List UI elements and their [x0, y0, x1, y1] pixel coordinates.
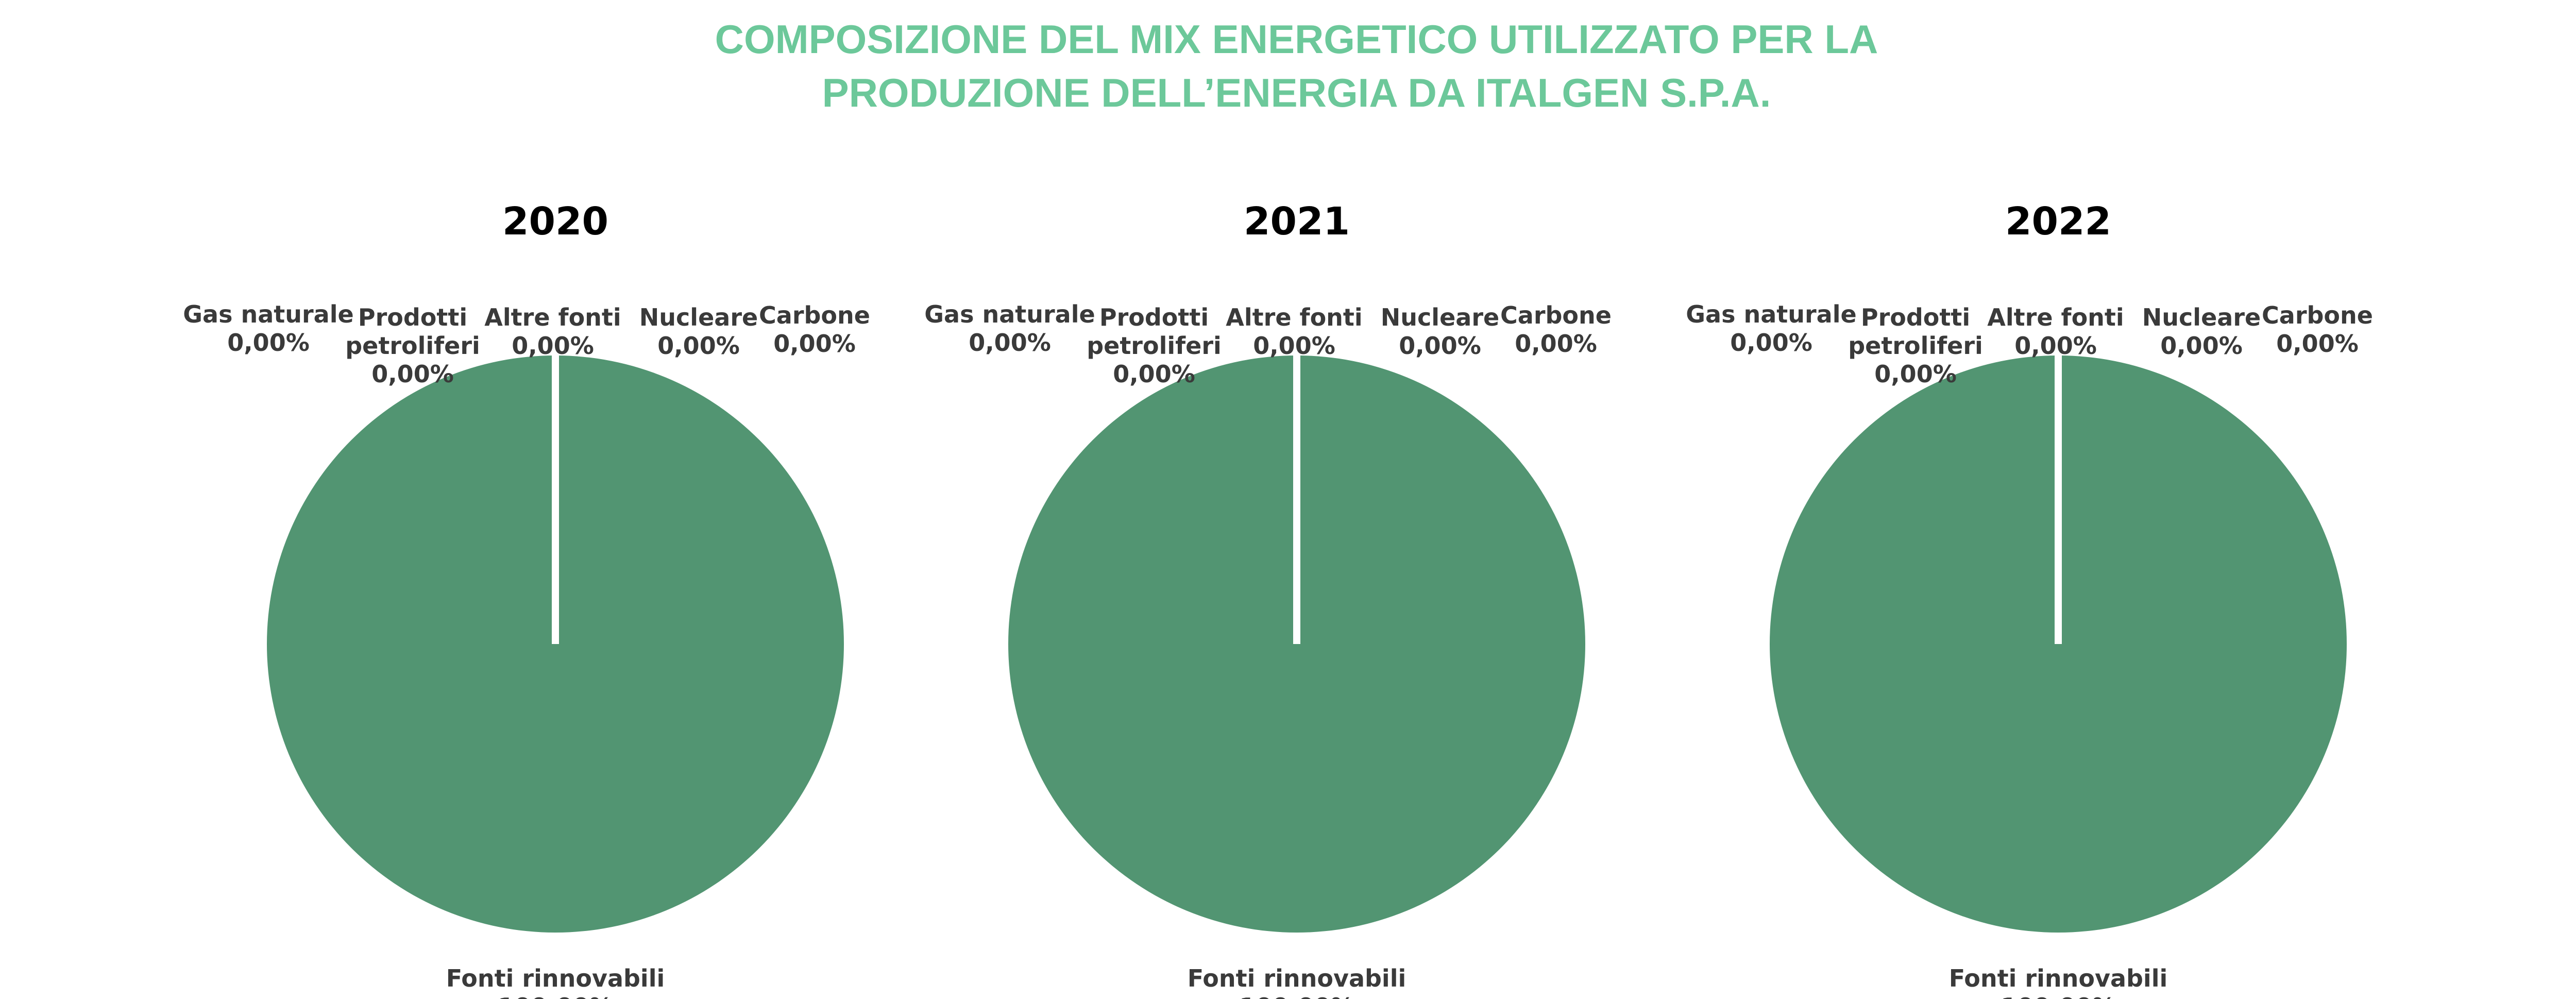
slice-category-label: Altre fonti	[1226, 303, 1362, 331]
pie-title: 2021	[1244, 199, 1350, 244]
slice-category-label: Gas naturale	[183, 300, 353, 328]
slice-category-label: Fonti rinnovabili	[446, 964, 665, 992]
pie-title: 2022	[2005, 199, 2111, 244]
slice-value-label: 0,00%	[1730, 329, 1812, 357]
slice-category-label: Nucleare	[1381, 303, 1499, 331]
slice-label-carbone: Carbone 0,00%	[2262, 301, 2373, 358]
slice-label-altre-fonti: Altre fonti 0,00%	[484, 303, 621, 360]
slice-value-label: 0,00%	[969, 329, 1051, 357]
slice-label-fonti-rinnovabili: Fonti rinnovabili100,00%	[446, 964, 665, 999]
slice-value-label: 0,00%	[2014, 332, 2097, 360]
slice-label-prodotti-petroliferi: Prodotti petroliferi 0,00%	[1087, 303, 1222, 388]
slice-category-label: Altre fonti	[1987, 303, 2124, 331]
slice-value-label: 0,00%	[657, 332, 740, 360]
slice-value-label: 0,00%	[1874, 360, 1957, 388]
slice-category-label: Gas naturale	[1686, 300, 1856, 328]
slice-category-label: Altre fonti	[484, 303, 621, 331]
slice-category-label: Fonti rinnovabili	[1188, 964, 1406, 992]
slice-value-label: 0,00%	[2160, 332, 2243, 360]
slice-category-label: Carbone	[759, 301, 870, 329]
slice-value-label: 100,00%	[498, 993, 613, 999]
slice-label-nucleare: Nucleare 0,00%	[639, 303, 758, 360]
slice-label-altre-fonti: Altre fonti 0,00%	[1987, 303, 2124, 360]
slice-label-carbone: Carbone 0,00%	[759, 301, 870, 358]
slice-value-label: 0,00%	[2276, 330, 2359, 358]
pie-title: 2020	[502, 199, 608, 244]
slice-value-label: 0,00%	[227, 329, 310, 357]
chart-title-line-1: COMPOSIZIONE DEL MIX ENERGETICO UTILIZZA…	[715, 16, 1878, 62]
slice-category-label: Prodotti	[1099, 303, 1209, 331]
slice-category-label: Nucleare	[639, 303, 758, 331]
slice-label-altre-fonti: Altre fonti 0,00%	[1226, 303, 1362, 360]
slice-category-label: Prodotti	[358, 303, 467, 331]
slice-value-label: 0,00%	[1253, 332, 1335, 360]
slice-label-fonti-rinnovabili: Fonti rinnovabili100,00%	[1188, 964, 1406, 999]
slice-label-gas-naturale: Gas naturale 0,00%	[1686, 300, 1856, 357]
slice-category-label: Fonti rinnovabili	[1949, 964, 2168, 992]
slice-label-prodotti-petroliferi: Prodotti petroliferi 0,00%	[345, 303, 480, 388]
slice-category-label: Carbone	[2262, 301, 2373, 329]
slice-value-label: 0,00%	[512, 332, 594, 360]
slice-value-label: 0,00%	[1399, 332, 1481, 360]
slice-value-label: 0,00%	[371, 360, 454, 388]
slice-category-label: petroliferi	[1087, 332, 1222, 360]
slice-value-label: 0,00%	[773, 330, 856, 358]
chart-title-line-2: PRODUZIONE DELL’ENERGIA DA ITALGEN S.P.A…	[822, 70, 1771, 115]
slice-value-label: 0,00%	[1113, 360, 1195, 388]
slice-label-nucleare: Nucleare 0,00%	[1381, 303, 1499, 360]
slice-category-label: petroliferi	[345, 332, 480, 360]
slice-label-prodotti-petroliferi: Prodotti petroliferi 0,00%	[1848, 303, 1983, 388]
chart-title: COMPOSIZIONE DEL MIX ENERGETICO UTILIZZA…	[0, 12, 2576, 120]
slice-category-label: Gas naturale	[924, 300, 1095, 328]
slice-label-gas-naturale: Gas naturale 0,00%	[924, 300, 1095, 357]
slice-category-label: Carbone	[1500, 301, 1612, 329]
slice-category-label: Prodotti	[1861, 303, 1970, 331]
slice-value-label: 100,00%	[1239, 993, 1354, 999]
slice-label-carbone: Carbone 0,00%	[1500, 301, 1612, 358]
slice-value-label: 100,00%	[2001, 993, 2116, 999]
slice-category-label: petroliferi	[1848, 332, 1983, 360]
slice-label-fonti-rinnovabili: Fonti rinnovabili100,00%	[1949, 964, 2168, 999]
slice-value-label: 0,00%	[1515, 330, 1597, 358]
slice-category-label: Nucleare	[2142, 303, 2261, 331]
slice-label-nucleare: Nucleare 0,00%	[2142, 303, 2261, 360]
slice-label-gas-naturale: Gas naturale 0,00%	[183, 300, 353, 357]
